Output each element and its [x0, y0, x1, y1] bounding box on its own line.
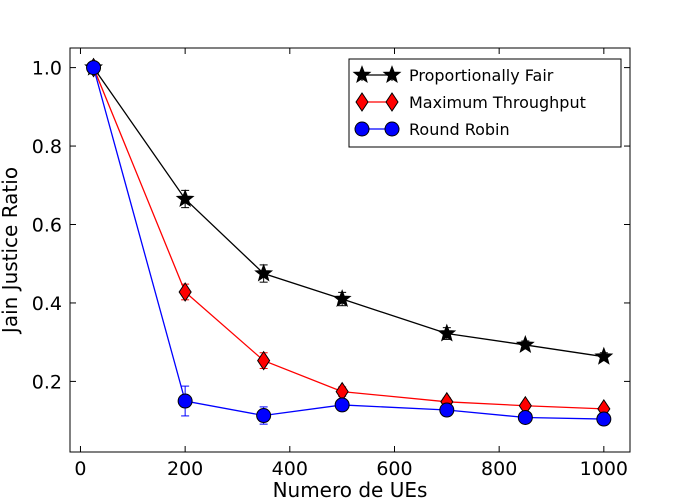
legend-item: Round Robin	[354, 120, 510, 139]
axis-ticks: 0 200 400 600 800 1000 0.2 0.4 0.6 0.8 1.0	[32, 48, 630, 480]
x-tick-label: 1000	[580, 458, 628, 480]
data-point	[177, 393, 193, 409]
data-point	[515, 335, 535, 353]
y-tick-label: 0.4	[32, 293, 62, 315]
x-tick-label: 600	[376, 458, 412, 480]
x-tick-label: 400	[272, 458, 308, 480]
data-point	[334, 397, 350, 413]
series-maximum-throughput	[86, 57, 611, 419]
data-point	[437, 323, 457, 342]
plot-frame	[69, 47, 631, 453]
legend-marker	[384, 121, 400, 137]
legend-label: Proportionally Fair	[409, 66, 554, 85]
y-tick-label: 0.8	[32, 136, 62, 158]
data-point	[517, 409, 533, 425]
legend-label: Round Robin	[409, 120, 510, 139]
data-point	[596, 411, 612, 427]
data-point	[439, 402, 455, 418]
data-point	[257, 350, 271, 371]
legend-marker	[354, 121, 370, 137]
x-tick-label: 800	[481, 458, 517, 480]
legend-label: Maximum Throughput	[409, 93, 586, 112]
legend-item: Proportionally Fair	[352, 65, 554, 85]
data-point	[178, 282, 192, 302]
x-axis-label: Numero de UEs	[273, 478, 428, 500]
x-tick-label: 0	[74, 458, 86, 480]
y-axis-label: Jain Justice Ratio	[0, 167, 22, 335]
y-tick-label: 1.0	[32, 58, 62, 80]
legend-item: Maximum Throughput	[355, 92, 586, 112]
series-round-robin	[86, 60, 612, 427]
legend-marker	[382, 65, 402, 84]
legend: Proportionally Fair Maximum Throughput Rou…	[348, 58, 622, 148]
data-point	[175, 189, 195, 208]
legend-marker	[355, 92, 369, 112]
x-tick-label: 200	[167, 458, 203, 480]
legend-marker	[352, 65, 372, 84]
data-point	[86, 60, 102, 76]
data-point	[332, 289, 352, 308]
y-tick-label: 0.6	[32, 215, 62, 237]
data-point	[594, 346, 614, 365]
legend-marker	[385, 92, 399, 112]
y-tick-label: 0.2	[32, 371, 62, 393]
data-point	[254, 263, 274, 282]
data-point	[256, 408, 272, 424]
plot-area	[84, 57, 614, 427]
